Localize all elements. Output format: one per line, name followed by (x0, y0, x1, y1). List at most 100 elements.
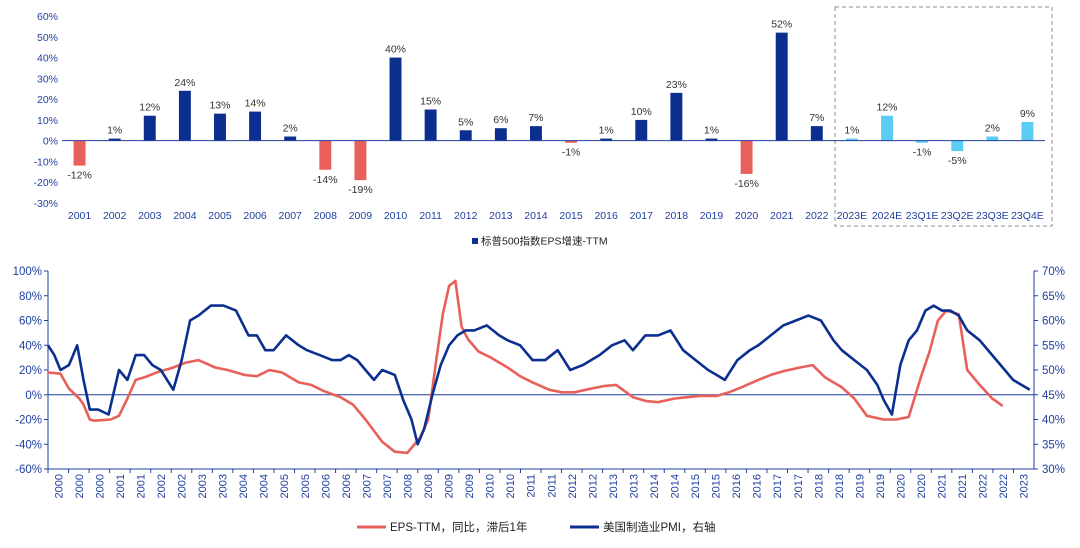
bar-x-tick-label: 2024E (872, 210, 902, 222)
bar-2016 (600, 138, 613, 141)
x-tick-label: 2014 (649, 474, 661, 498)
x-tick-label: 2015 (690, 474, 702, 498)
x-tick-label: 2004 (259, 474, 271, 498)
bar-value-label: 1% (599, 125, 614, 137)
x-tick-label: 2001 (115, 474, 127, 498)
x-tick-label: 2013 (608, 474, 620, 498)
right-y-tick-label: 35% (1042, 439, 1065, 451)
bar-data-labels: -12% 1% 12% 24% 13% 14% 2% -14% -19% 40% 15% 5% 6% 7%… (67, 19, 1035, 197)
line-series (46, 279, 1031, 455)
line-legend: EPS-TTM，同比，滞后1年 美国制造业PMI，右轴 (357, 520, 715, 534)
bar-value-label: -1% (913, 147, 932, 159)
x-tick-label: 2016 (731, 474, 743, 498)
x-tick-label: 2012 (587, 474, 599, 498)
bar-x-tick-label: 2013 (489, 210, 513, 222)
x-tick-label: 2010 (485, 474, 497, 498)
bar-x-tick-label: 2010 (384, 210, 408, 222)
bar-y-tick-label: 60% (37, 11, 58, 23)
bar-2019 (705, 138, 718, 141)
bar-x-tick-label: 23Q3E (976, 210, 1009, 222)
bar-23Q2E (951, 140, 964, 152)
x-tick-label: 2017 (772, 474, 784, 498)
bar-2018 (670, 92, 683, 141)
bar-value-label: 24% (174, 77, 195, 89)
left-y-tick-label: 40% (19, 340, 42, 352)
bar-value-label: 12% (139, 102, 160, 114)
x-tick-label: 2006 (341, 474, 353, 498)
bar-y-axis-ticks: 60% 50% 40% 30% 20% 10% 0% -10% -20% -30% (33, 11, 58, 210)
bar-value-label: 2% (283, 123, 298, 135)
bar-2023E (845, 138, 858, 141)
bar-x-axis-ticks: 2001 2002 2003 2004 2005 2006 2007 2008 2009 2010… (68, 210, 1044, 222)
bar-x-tick-label: 2022 (805, 210, 829, 222)
bar-value-label: -12% (67, 170, 92, 182)
left-y-tick-label: 0% (25, 390, 42, 402)
bar-x-tick-label: 2004 (173, 210, 197, 222)
bar-x-tick-label: 2021 (770, 210, 794, 222)
bar-value-label: 40% (385, 44, 406, 56)
x-tick-label: 2002 (177, 474, 189, 498)
x-tick-label: 2011 (526, 474, 538, 498)
bar-value-label: -16% (734, 178, 759, 190)
x-tick-label: 2005 (300, 474, 312, 498)
bar-value-label: -1% (562, 147, 581, 159)
bar-x-tick-label: 2018 (665, 210, 689, 222)
bar-x-tick-label: 23Q4E (1011, 210, 1044, 222)
bar-value-label: 9% (1020, 108, 1035, 120)
bar-2010 (389, 57, 402, 141)
left-y-tick-label: -40% (15, 439, 42, 451)
bar-value-label: 1% (107, 125, 122, 137)
line-right-y-ticks: 70% 65% 60% 55% 50% 45% 40% 35% 30% (1034, 266, 1065, 476)
bar-2009 (354, 140, 367, 181)
bar-value-label: 10% (631, 106, 652, 118)
bar-2020 (740, 140, 753, 174)
line-left-y-ticks: 100% 80% 60% 40% 20% 0% -20% -40% -60% (13, 266, 48, 476)
bar-2005 (214, 113, 226, 141)
x-tick-label: 2012 (567, 474, 579, 498)
bar-x-tick-label: 2001 (68, 210, 92, 222)
legend-label-pmi: 美国制造业PMI，右轴 (603, 520, 715, 534)
legend-label-eps: EPS-TTM，同比，滞后1年 (390, 520, 527, 534)
bar-2024E (881, 115, 893, 141)
x-tick-label: 2003 (218, 474, 230, 498)
x-tick-label: 2007 (361, 474, 373, 498)
bar-x-tick-label: 23Q1E (906, 210, 939, 222)
left-y-tick-label: -20% (15, 415, 42, 427)
bar-x-tick-label: 2007 (279, 210, 303, 222)
bar-x-tick-label: 2002 (103, 210, 127, 222)
bar-2017 (635, 119, 648, 141)
bar-2021 (775, 32, 788, 141)
x-tick-label: 2014 (670, 474, 682, 498)
x-tick-label: 2023 (1019, 474, 1031, 498)
x-tick-label: 2002 (156, 474, 168, 498)
right-y-tick-label: 45% (1042, 390, 1065, 402)
bar-y-tick-label: 30% (37, 73, 58, 85)
eps-ttm-line (47, 279, 1004, 455)
bar-value-label: -19% (348, 184, 373, 196)
x-tick-label: 2009 (444, 474, 456, 498)
bar-value-label: 23% (666, 79, 687, 91)
bar-value-label: 7% (809, 112, 824, 124)
forecast-dashed-box (834, 6, 1053, 227)
right-y-tick-label: 55% (1042, 340, 1065, 352)
bar-value-label: 5% (458, 116, 473, 128)
bar-x-tick-label: 2015 (559, 210, 583, 222)
bar-x-tick-label: 2011 (419, 210, 442, 222)
bar-value-label: 14% (245, 98, 266, 110)
x-tick-label: 2004 (238, 474, 250, 498)
bar-value-label: 6% (493, 114, 508, 126)
bar-value-label: 2% (985, 123, 1000, 135)
left-y-tick-label: 80% (19, 291, 42, 303)
x-tick-label: 2022 (978, 474, 990, 498)
bar-value-label: -5% (948, 155, 967, 167)
bar-2001 (73, 140, 86, 166)
right-y-tick-label: 50% (1042, 365, 1065, 377)
x-tick-label: 2000 (74, 474, 86, 498)
x-tick-label: 2017 (793, 474, 805, 498)
bar-x-tick-label: 2016 (594, 210, 618, 222)
bar-x-tick-label: 2014 (524, 210, 548, 222)
x-tick-label: 2003 (197, 474, 209, 498)
bar-2004 (178, 90, 191, 141)
left-y-tick-label: -60% (15, 464, 42, 476)
